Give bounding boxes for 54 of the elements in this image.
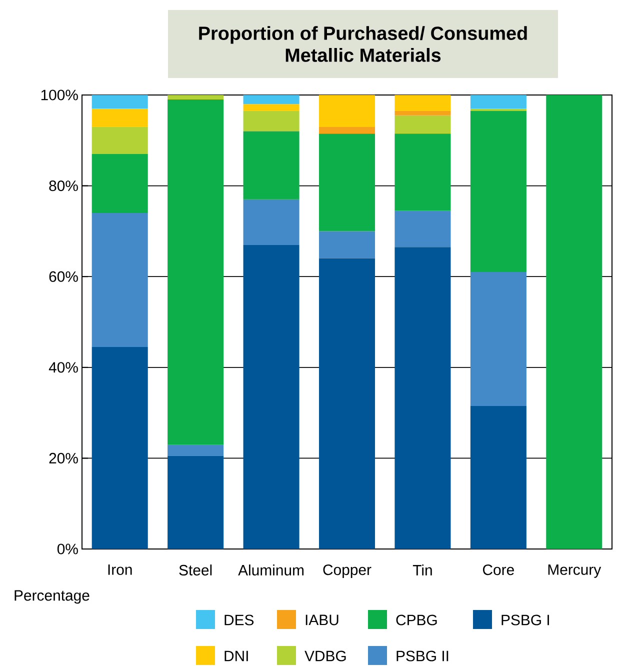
bar: [92, 126, 148, 154]
x-tick-label: Steel: [179, 564, 212, 576]
x-tick-label: Copper: [323, 564, 372, 578]
bar: [243, 110, 300, 132]
bar: [243, 199, 300, 245]
bar: [92, 213, 148, 347]
bar: [168, 456, 224, 549]
y-tick-label: 20%: [49, 452, 78, 464]
bar: [394, 115, 451, 134]
legend-label: PSBG II: [396, 650, 448, 662]
bar: [394, 247, 451, 549]
bar: [394, 94, 451, 111]
x-tick-label: Tin: [412, 564, 432, 576]
y-tick-label: 100%: [41, 90, 78, 100]
bar: [168, 100, 224, 445]
bar: [92, 154, 148, 214]
x-tick-label: Iron: [108, 564, 132, 575]
x-tick-label: Core: [482, 564, 514, 576]
y-tick-label: 0%: [57, 544, 78, 554]
bar: [394, 210, 451, 248]
bar: [92, 346, 148, 549]
y-tick-label: 60%: [49, 271, 78, 282]
legend-label: DNI: [224, 650, 248, 662]
bar: [394, 110, 451, 116]
bar: [92, 94, 148, 109]
bar: [318, 231, 376, 258]
bar: [243, 244, 300, 549]
legend-label: PSBG I: [502, 614, 549, 626]
legend-label: DES: [224, 614, 254, 626]
y-tick-label: 40%: [48, 362, 78, 373]
bar: [243, 131, 300, 200]
bar: [546, 94, 602, 549]
legend-label: IABU: [306, 614, 338, 626]
legend-label: CPBG: [396, 614, 437, 626]
bar: [470, 272, 526, 406]
bar: [92, 108, 148, 127]
x-tick-label: Mercury: [548, 564, 602, 578]
y-tick-label: 80%: [49, 180, 78, 192]
bar: [318, 258, 376, 549]
x-tick-label: Aluminum: [238, 564, 304, 576]
bar: [318, 94, 376, 127]
bar: [168, 444, 224, 456]
legend-label: VDBG: [304, 650, 346, 662]
bar: [470, 94, 526, 109]
bar: [470, 406, 526, 549]
bar: [318, 134, 376, 232]
bar: [243, 104, 300, 111]
chart-title: Proportion of Purchased/ Consumed Metallic Materials: [199, 26, 527, 62]
bar: [243, 94, 300, 104]
bar: [394, 134, 451, 211]
bar: [470, 110, 526, 272]
bar: [318, 126, 376, 134]
bar: [168, 94, 224, 100]
text: Percentage: [14, 590, 90, 604]
